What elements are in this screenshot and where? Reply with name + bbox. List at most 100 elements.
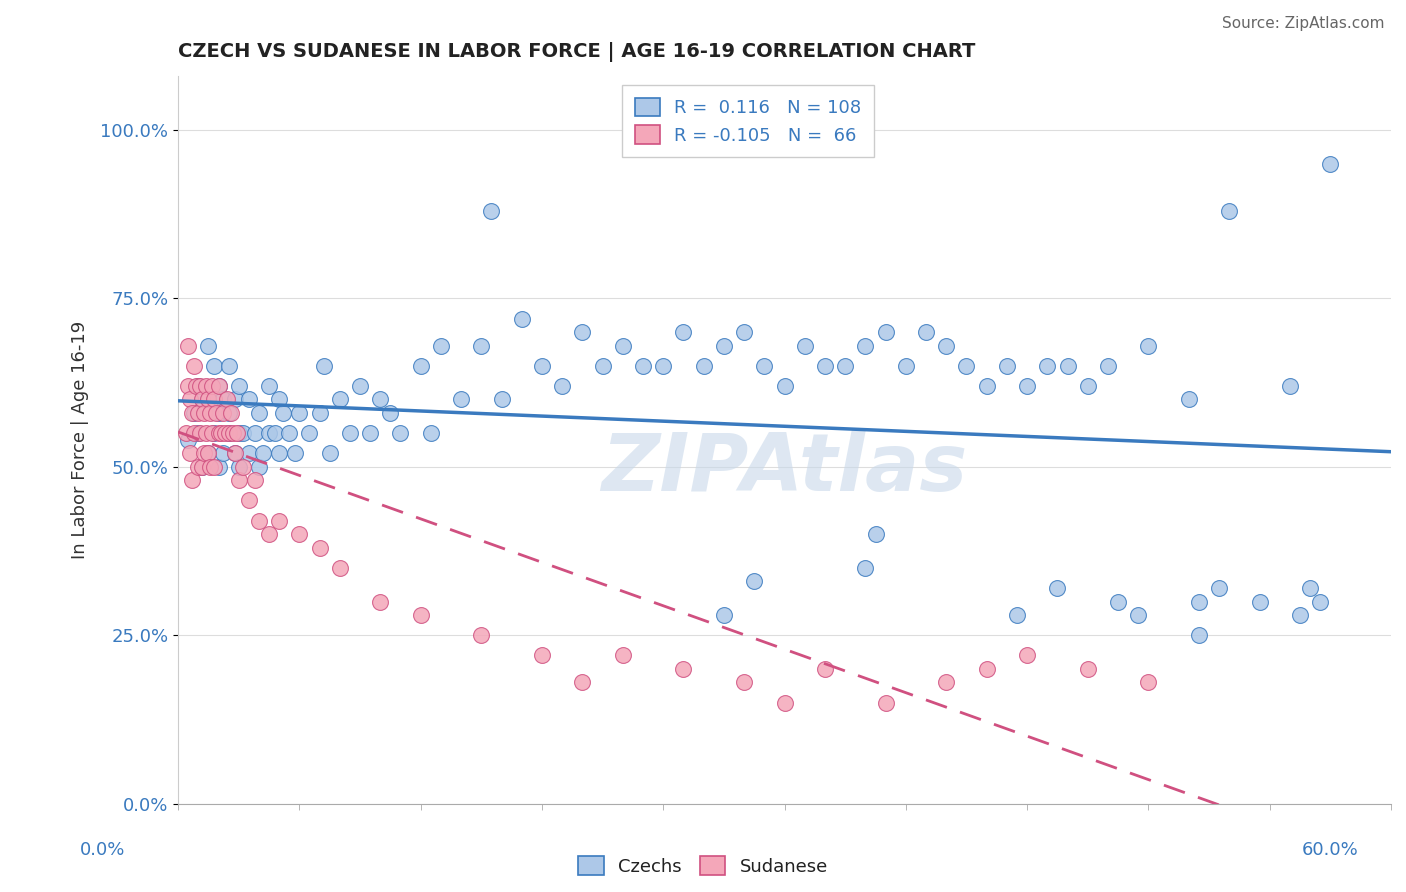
Point [201,379,224,393]
Point [1218,203,1240,218]
Point [247,514,270,528]
Point [269,514,291,528]
Point [470,628,492,642]
Point [733,325,755,339]
Point [174,426,197,441]
Point [1278,379,1301,393]
Point [592,359,614,373]
Y-axis label: In Labor Force | Age 16-19: In Labor Force | Age 16-19 [72,321,89,559]
Point [935,675,957,690]
Point [1046,581,1069,595]
Point [380,406,402,420]
Point [269,392,291,407]
Point [481,203,503,218]
Point [264,426,287,441]
Point [1077,379,1099,393]
Point [1077,662,1099,676]
Text: ZIPAtlas: ZIPAtlas [602,430,967,508]
Point [238,392,260,407]
Point [1005,607,1028,622]
Point [215,392,238,407]
Point [288,406,311,420]
Point [409,607,432,622]
Point [470,338,492,352]
Point [742,574,765,589]
Point [510,311,533,326]
Point [181,406,204,420]
Point [243,473,266,487]
Point [211,446,233,460]
Point [855,338,877,352]
Point [1249,594,1271,608]
Point [1319,157,1341,171]
Point [1017,379,1039,393]
Point [754,359,776,373]
Point [191,392,214,407]
Point [359,426,381,441]
Point [183,426,205,441]
Point [193,406,215,420]
Point [298,426,321,441]
Point [193,446,215,460]
Point [201,426,224,441]
Point [1017,648,1039,663]
Point [207,406,229,420]
Point [1036,359,1059,373]
Point [571,325,593,339]
Point [188,426,211,441]
Point [1128,607,1150,622]
Point [1107,594,1129,608]
Point [308,541,330,555]
Point [211,392,233,407]
Point [551,379,574,393]
Point [368,392,391,407]
Point [491,392,513,407]
Point [1178,392,1201,407]
Point [312,359,335,373]
Point [430,338,453,352]
Point [238,446,260,460]
Point [1289,607,1312,622]
Point [207,459,229,474]
Point [204,459,226,474]
Point [976,379,998,393]
Point [232,426,254,441]
Legend: Czechs, Sudanese: Czechs, Sudanese [571,849,835,883]
Point [1137,675,1160,690]
Point [187,379,209,393]
Point [243,426,266,441]
Point [288,527,311,541]
Point [875,325,897,339]
Point [207,426,229,441]
Point [257,379,280,393]
Point [224,392,246,407]
Point [204,359,226,373]
Point [278,426,301,441]
Point [409,359,432,373]
Point [204,426,226,441]
Point [995,359,1018,373]
Point [191,392,214,407]
Point [419,426,441,441]
Point [955,359,977,373]
Point [329,561,352,575]
Point [271,406,294,420]
Point [349,379,371,393]
Point [187,426,209,441]
Point [197,446,219,460]
Point [207,379,229,393]
Point [200,459,222,474]
Point [228,379,250,393]
Point [1137,338,1160,352]
Point [218,426,240,441]
Point [612,338,634,352]
Point [252,446,274,460]
Point [834,359,856,373]
Point [218,426,240,441]
Point [368,594,391,608]
Legend: R =  0.116   N = 108, R = -0.105   N =  66: R = 0.116 N = 108, R = -0.105 N = 66 [621,86,875,157]
Point [257,426,280,441]
Point [187,459,209,474]
Point [269,446,291,460]
Point [631,359,654,373]
